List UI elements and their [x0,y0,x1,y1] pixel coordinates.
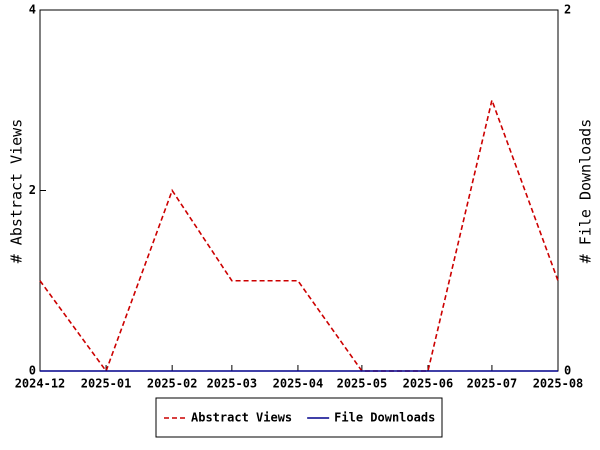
x-tick-label: 2025-01 [81,377,132,391]
legend-box [155,397,443,438]
legend-label: File Downloads [334,411,435,425]
legend-label: Abstract Views [191,411,292,425]
x-tick-label: 2025-02 [147,377,198,391]
y2-tick-label: 2 [564,3,571,17]
x-tick-label: 2025-05 [337,377,388,391]
y-tick-label: 0 [29,364,36,378]
y-tick-label: 2 [29,183,36,197]
y2-axis-title: # File Downloads [577,119,595,264]
y-tick-label: 4 [29,3,36,17]
x-tick-label: 2025-07 [467,377,518,391]
y-axis-title: # Abstract Views [8,119,26,264]
y2-tick-label: 0 [564,364,571,378]
x-tick-label: 2024-12 [15,377,66,391]
series-line [39,97,559,373]
plot-frame [39,9,559,372]
x-tick-label: 2025-06 [403,377,454,391]
x-tick-label: 2025-08 [533,377,584,391]
x-tick-label: 2025-04 [273,377,324,391]
x-tick-label: 2025-03 [207,377,258,391]
